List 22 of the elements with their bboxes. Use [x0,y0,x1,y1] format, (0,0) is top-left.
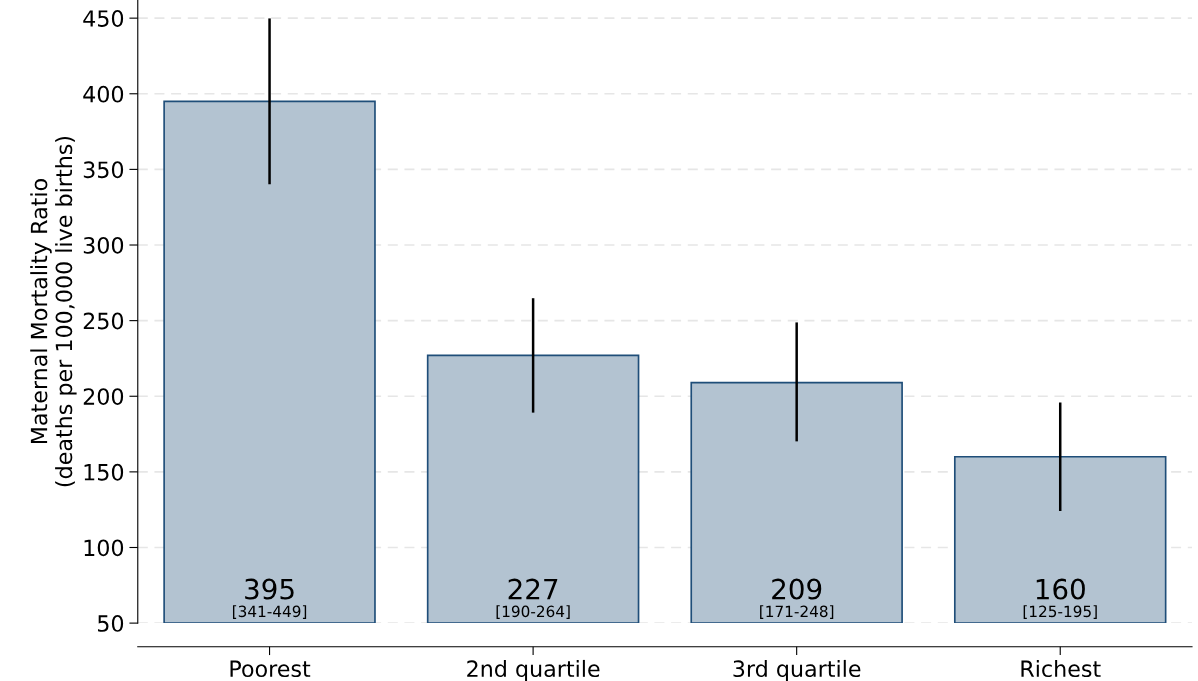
annotation: [171-248] [760,605,834,619]
annotation: [125-195] [1023,605,1097,619]
y-axis-title: Maternal Mortality Ratio (deaths per 100,000 live births) [30,136,77,487]
y-tick-label: 50 [98,615,124,632]
x-tick-label: 2nd quartile [467,659,600,681]
y-tick-label: 300 [83,236,124,254]
annotation: [190-264] [496,605,570,619]
y-tick-label: 350 [83,161,124,179]
annotation: [341-449] [232,605,307,619]
y-tick-label: 100 [84,539,124,557]
y-tick-label: 250 [83,312,124,330]
y-tick-label: 450 [83,10,124,27]
x-tick-label: 3rd quartile [733,659,861,681]
x-tick-label: Richest [1021,659,1101,678]
y-tick-label: 150 [84,463,124,481]
y-tick-label: 200 [83,388,124,406]
data-label: 160 [1036,578,1085,600]
data-label: 227 [508,578,558,600]
x-tick-label: Poorest [230,660,311,678]
y-tick-label: 400 [83,85,124,103]
data-label: 209 [772,578,822,600]
data-label: 395 [245,578,294,600]
